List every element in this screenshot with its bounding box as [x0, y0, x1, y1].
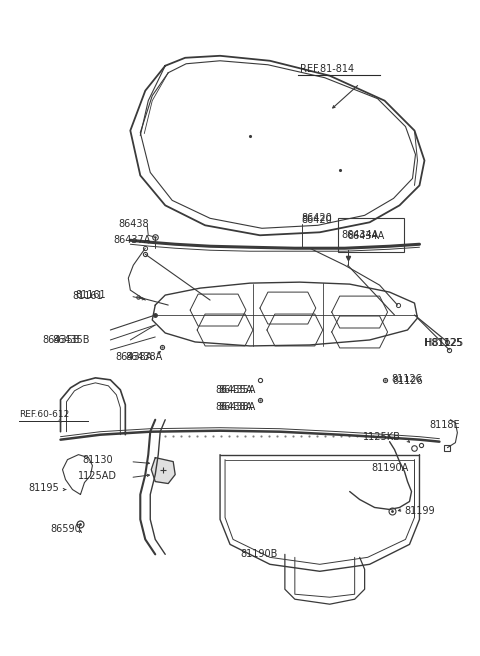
Polygon shape: [151, 458, 175, 483]
Text: 81161: 81161: [72, 291, 103, 301]
Text: 86434A: 86434A: [342, 230, 379, 240]
Text: 86438A: 86438A: [125, 352, 163, 362]
Text: 86590: 86590: [50, 524, 81, 535]
Text: REF.60-612: REF.60-612: [19, 410, 69, 419]
Text: 86438A: 86438A: [115, 352, 153, 362]
Text: 81126: 81126: [392, 374, 422, 384]
Text: 86437A: 86437A: [113, 236, 151, 245]
Text: H81125: H81125: [425, 338, 464, 348]
Text: 86435A: 86435A: [218, 385, 255, 395]
Text: 86438A: 86438A: [218, 401, 255, 412]
Text: 8118E: 8118E: [430, 420, 460, 430]
Text: 86435B: 86435B: [43, 335, 80, 345]
Text: 81130: 81130: [83, 455, 113, 464]
Text: 86438: 86438: [119, 219, 149, 230]
Text: 86434A: 86434A: [348, 232, 385, 241]
Text: 86435B: 86435B: [52, 335, 90, 345]
Text: 1125KB: 1125KB: [363, 432, 400, 441]
Text: 81161: 81161: [75, 290, 106, 300]
Text: 86435A: 86435A: [215, 385, 252, 395]
Text: 1125AD: 1125AD: [77, 470, 117, 481]
Text: 81199: 81199: [405, 506, 435, 516]
Text: 86420: 86420: [302, 213, 333, 223]
Text: 81190B: 81190B: [240, 549, 277, 560]
Text: REF.81-814: REF.81-814: [300, 64, 354, 73]
Text: 86438A: 86438A: [215, 401, 252, 412]
Text: 81126: 81126: [393, 376, 423, 386]
Text: 86420: 86420: [302, 215, 333, 225]
Text: H81125: H81125: [424, 338, 463, 348]
Text: 81195: 81195: [29, 483, 60, 493]
Text: 81190A: 81190A: [372, 462, 409, 472]
